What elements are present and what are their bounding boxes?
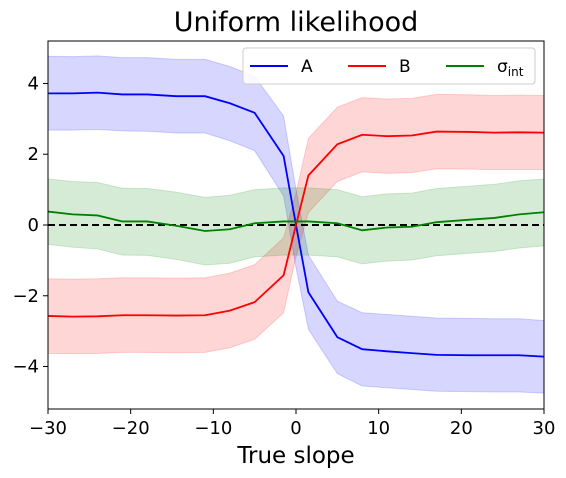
x-tick-label: 30 — [533, 418, 556, 439]
x-tick-label: −30 — [29, 418, 67, 439]
y-tick-label: −2 — [12, 286, 39, 307]
legend-box — [242, 47, 536, 85]
legend-label-1: B — [399, 57, 411, 77]
x-tick-label: 0 — [290, 418, 301, 439]
x-tick-label: −20 — [112, 418, 150, 439]
chart-title: Uniform likelihood — [174, 7, 419, 38]
x-tick-label: −10 — [194, 418, 232, 439]
legend-label-0: A — [301, 57, 313, 77]
y-tick-label: 0 — [28, 215, 39, 236]
plot-area — [47, 55, 545, 394]
x-axis-label: True slope — [236, 443, 354, 469]
x-tick-label: 10 — [367, 418, 390, 439]
y-tick-label: 4 — [28, 73, 39, 94]
line-series-2 — [47, 210, 545, 232]
line-series-1 — [47, 130, 545, 318]
x-tick-label: 20 — [450, 418, 473, 439]
legend-label-2: σint — [497, 57, 524, 79]
y-tick-label: 2 — [28, 144, 39, 165]
y-tick-label: −4 — [12, 357, 39, 378]
